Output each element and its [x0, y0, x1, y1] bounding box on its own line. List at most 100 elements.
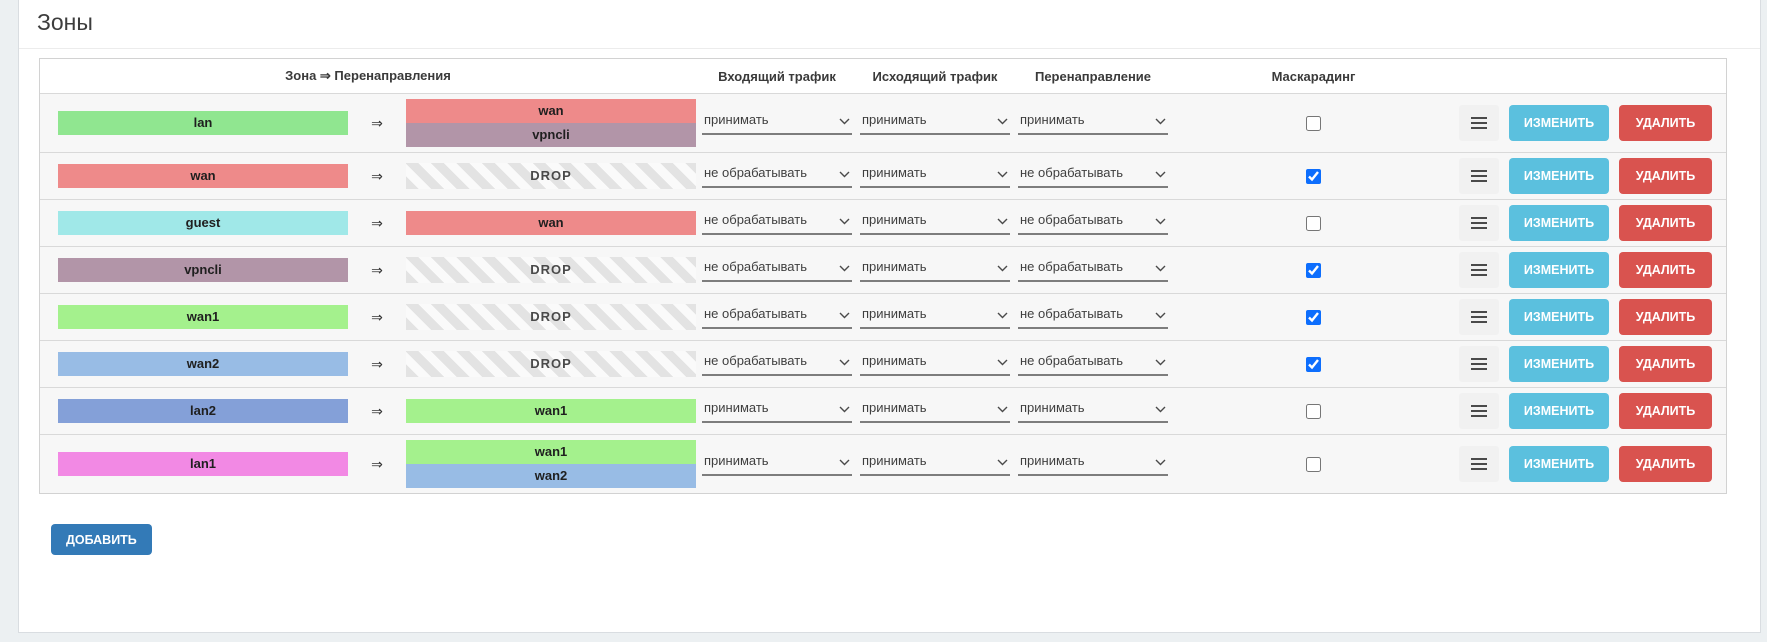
drag-handle-icon [1471, 170, 1487, 182]
outgoing-traffic-select[interactable]: принимать [860, 400, 1010, 423]
outgoing-traffic-select[interactable]: принимать [860, 165, 1010, 188]
forward-zone-badge: wan1 [406, 440, 696, 464]
incoming-traffic-select[interactable]: не обрабатывать [702, 306, 852, 329]
forwardings-cell: wan1 [406, 399, 696, 423]
outgoing-traffic-select[interactable]: принимать [860, 212, 1010, 235]
drag-handle-button[interactable] [1459, 158, 1499, 194]
zone-badge: guest [58, 211, 348, 235]
outgoing-traffic-select[interactable]: принимать [860, 306, 1010, 329]
forwarding-select[interactable]: принимать [1018, 112, 1168, 135]
masquerading-checkbox[interactable] [1306, 457, 1321, 473]
masquerading-checkbox[interactable] [1306, 263, 1321, 279]
chevron-down-icon [839, 171, 850, 177]
chevron-down-icon [1155, 218, 1166, 224]
forwarding-select[interactable]: не обрабатывать [1018, 353, 1168, 376]
chevron-down-icon [839, 218, 850, 224]
incoming-traffic-select[interactable]: принимать [702, 453, 852, 476]
delete-button[interactable]: УДАЛИТЬ [1619, 346, 1712, 382]
outgoing-traffic-select[interactable]: принимать [860, 259, 1010, 282]
incoming-traffic-select[interactable]: принимать [702, 112, 852, 135]
edit-button[interactable]: ИЗМЕНИТЬ [1509, 205, 1609, 241]
zone-row: lan ⇒ wan vpncli принимать принимать прин… [40, 93, 1726, 152]
page-title: Зоны [37, 9, 93, 35]
forwardings-cell: wan [406, 211, 696, 235]
edit-button[interactable]: ИЗМЕНИТЬ [1509, 252, 1609, 288]
masquerading-checkbox[interactable] [1306, 116, 1321, 132]
header-incoming-traffic: Входящий трафик [718, 68, 836, 84]
zone-badge: wan [58, 164, 348, 188]
delete-button[interactable]: УДАЛИТЬ [1619, 205, 1712, 241]
forwardings-cell: DROP [406, 351, 696, 377]
masquerading-checkbox[interactable] [1306, 310, 1321, 326]
delete-button[interactable]: УДАЛИТЬ [1619, 158, 1712, 194]
chevron-down-icon [997, 171, 1008, 177]
drag-handle-button[interactable] [1459, 105, 1499, 141]
outgoing-traffic-select[interactable]: принимать [860, 353, 1010, 376]
incoming-traffic-select[interactable]: не обрабатывать [702, 212, 852, 235]
forwarding-select[interactable]: не обрабатывать [1018, 165, 1168, 188]
forwarding-value: принимать [1020, 111, 1085, 127]
forwarding-select[interactable]: принимать [1018, 400, 1168, 423]
forwardings-cell: wan1 wan2 [406, 440, 696, 488]
zone-badge: lan1 [58, 452, 348, 476]
forward-arrow-icon: ⇒ [371, 402, 383, 419]
forwarding-select[interactable]: не обрабатывать [1018, 306, 1168, 329]
drag-handle-button[interactable] [1459, 205, 1499, 241]
outgoing-traffic-value: принимать [862, 352, 927, 368]
chevron-down-icon [1155, 312, 1166, 318]
masquerading-checkbox[interactable] [1306, 169, 1321, 185]
incoming-traffic-value: не обрабатывать [704, 164, 807, 180]
drag-handle-button[interactable] [1459, 446, 1499, 482]
zone-badge: vpncli [58, 258, 348, 282]
forward-arrow-icon: ⇒ [371, 214, 383, 231]
forward-zone-badge: wan [406, 99, 696, 123]
incoming-traffic-select[interactable]: не обрабатывать [702, 353, 852, 376]
drag-handle-icon [1471, 217, 1487, 229]
zone-row: wan2 ⇒ DROP не обрабатывать принимать не… [40, 340, 1726, 387]
outgoing-traffic-value: принимать [862, 258, 927, 274]
forwarding-select[interactable]: не обрабатывать [1018, 259, 1168, 282]
forwarding-value: принимать [1020, 399, 1085, 415]
header-masquerading: Маскарадинг [1271, 68, 1356, 84]
outgoing-traffic-value: принимать [862, 211, 927, 227]
drop-badge: DROP [406, 304, 696, 330]
edit-button[interactable]: ИЗМЕНИТЬ [1509, 158, 1609, 194]
drop-badge: DROP [406, 257, 696, 283]
chevron-down-icon [839, 312, 850, 318]
edit-button[interactable]: ИЗМЕНИТЬ [1509, 393, 1609, 429]
delete-button[interactable]: УДАЛИТЬ [1619, 299, 1712, 335]
forwarding-select[interactable]: принимать [1018, 453, 1168, 476]
edit-button[interactable]: ИЗМЕНИТЬ [1509, 105, 1609, 141]
outgoing-traffic-value: принимать [862, 305, 927, 321]
drag-handle-icon [1471, 264, 1487, 276]
content-card: Зоны Зона ⇒ Перенаправления Входящий тра… [18, 0, 1761, 633]
incoming-traffic-select[interactable]: не обрабатывать [702, 165, 852, 188]
header-forwarding: Перенаправление [1034, 68, 1152, 84]
incoming-traffic-select[interactable]: принимать [702, 400, 852, 423]
drag-handle-button[interactable] [1459, 299, 1499, 335]
forwarding-value: не обрабатывать [1020, 258, 1123, 274]
delete-button[interactable]: УДАЛИТЬ [1619, 446, 1712, 482]
edit-button[interactable]: ИЗМЕНИТЬ [1509, 446, 1609, 482]
drag-handle-button[interactable] [1459, 346, 1499, 382]
forward-arrow-icon: ⇒ [371, 167, 383, 184]
chevron-down-icon [1155, 171, 1166, 177]
edit-button[interactable]: ИЗМЕНИТЬ [1509, 346, 1609, 382]
incoming-traffic-value: принимать [704, 399, 769, 415]
drag-handle-button[interactable] [1459, 393, 1499, 429]
delete-button[interactable]: УДАЛИТЬ [1619, 252, 1712, 288]
drag-handle-icon [1471, 405, 1487, 417]
masquerading-checkbox[interactable] [1306, 357, 1321, 373]
forwarding-select[interactable]: не обрабатывать [1018, 212, 1168, 235]
masquerading-checkbox[interactable] [1306, 404, 1321, 420]
add-zone-button[interactable]: ДОБАВИТЬ [51, 524, 152, 555]
drag-handle-button[interactable] [1459, 252, 1499, 288]
outgoing-traffic-select[interactable]: принимать [860, 453, 1010, 476]
delete-button[interactable]: УДАЛИТЬ [1619, 105, 1712, 141]
masquerading-checkbox[interactable] [1306, 216, 1321, 232]
outgoing-traffic-select[interactable]: принимать [860, 112, 1010, 135]
incoming-traffic-select[interactable]: не обрабатывать [702, 259, 852, 282]
edit-button[interactable]: ИЗМЕНИТЬ [1509, 299, 1609, 335]
delete-button[interactable]: УДАЛИТЬ [1619, 393, 1712, 429]
forward-arrow-icon: ⇒ [371, 355, 383, 372]
